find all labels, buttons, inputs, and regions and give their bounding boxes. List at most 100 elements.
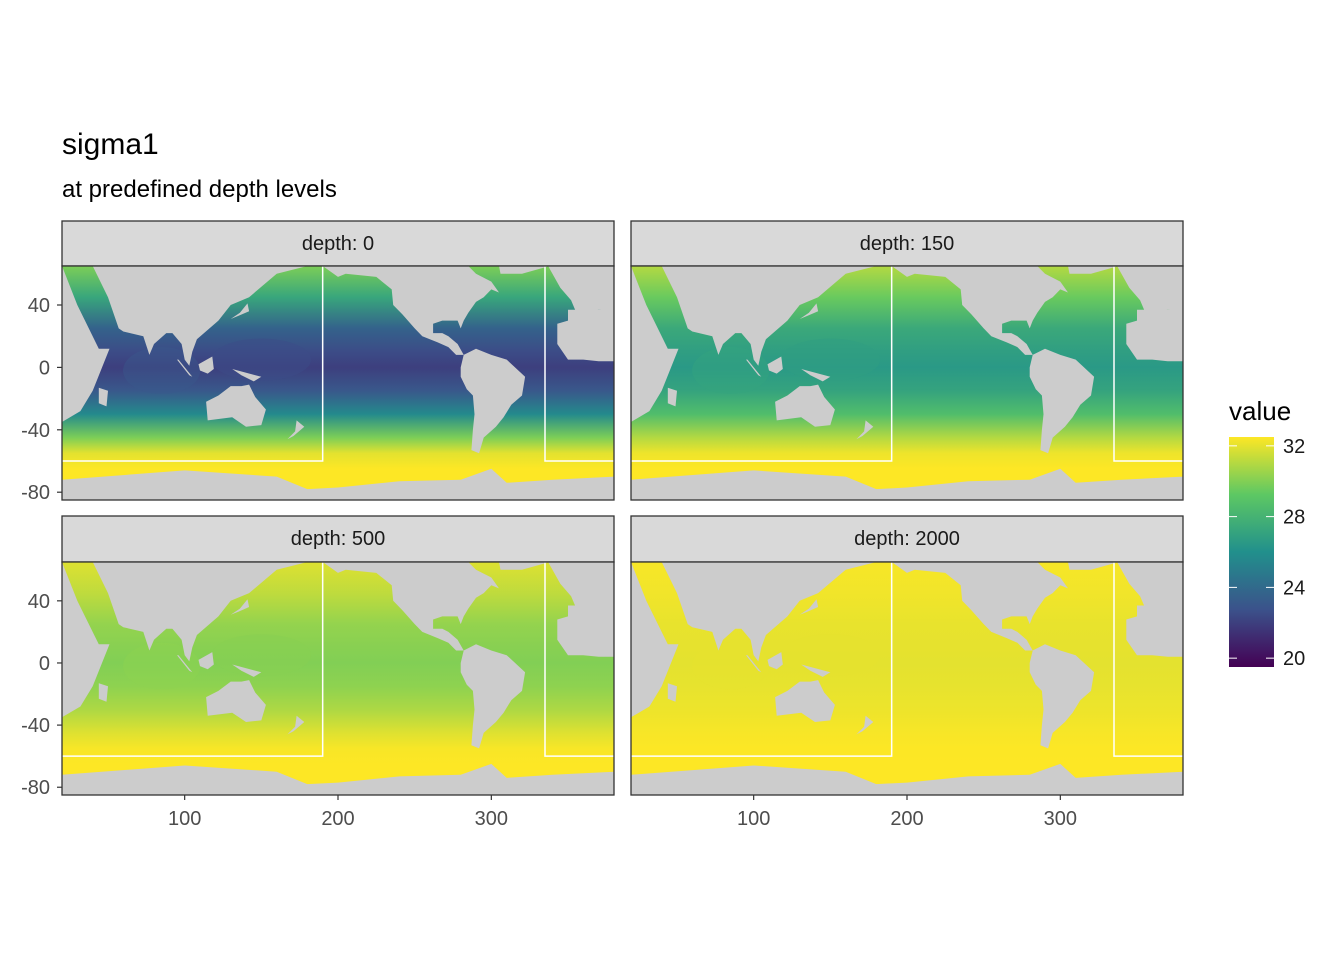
land-mass xyxy=(198,356,214,374)
land-mass xyxy=(1126,309,1183,362)
region-outline-left xyxy=(631,266,893,462)
y-tick-label: 0 xyxy=(39,357,50,379)
land-mass xyxy=(631,266,679,422)
land-mass xyxy=(799,599,819,615)
facet-strip-label: depth: 2000 xyxy=(854,528,960,550)
map-area xyxy=(62,266,614,500)
land-mass xyxy=(499,266,550,274)
x-tick-label: 200 xyxy=(890,808,923,830)
legend-tick-label: 28 xyxy=(1283,507,1305,529)
land-mass xyxy=(232,664,262,677)
land-mass xyxy=(667,683,677,702)
y-tick-label: 40 xyxy=(28,591,50,613)
land-mass xyxy=(98,683,108,702)
pool-west-pacific xyxy=(211,338,312,381)
land-mass xyxy=(856,715,874,735)
facet-strip xyxy=(630,220,1184,267)
land-mass xyxy=(69,266,308,366)
facet-panel: depth: 500 40 0 -40 -80 100 200 300 xyxy=(21,515,615,830)
panel-border xyxy=(61,265,615,501)
land-mass xyxy=(631,468,1183,500)
pool-west-pacific xyxy=(211,634,312,677)
land-mass xyxy=(631,562,679,718)
land-mass xyxy=(557,605,614,657)
pool-indian xyxy=(123,642,201,690)
x-tick-label: 100 xyxy=(168,808,201,830)
region-outline-right xyxy=(1113,562,1183,757)
legend-title: value xyxy=(1229,396,1291,426)
y-tick-label: 40 xyxy=(28,295,50,317)
region-outline-right xyxy=(544,562,614,757)
land-mass xyxy=(287,420,305,440)
land-mass xyxy=(767,356,783,374)
land-mass xyxy=(62,468,614,500)
land-mass xyxy=(230,599,250,615)
land-mass xyxy=(1068,562,1119,570)
map-area xyxy=(631,562,1183,795)
x-tick-label: 300 xyxy=(1044,808,1077,830)
y-tick-label: -80 xyxy=(21,777,50,799)
land-mass xyxy=(1126,605,1183,657)
land-mass xyxy=(799,303,819,319)
land-mass xyxy=(667,387,677,407)
land-mass xyxy=(1068,266,1119,274)
color-legend: value 32 28 24 20 xyxy=(1229,396,1305,670)
legend-tick-label: 32 xyxy=(1283,436,1305,458)
facet-panel: depth: 150 xyxy=(630,220,1184,501)
land-mass xyxy=(98,387,108,407)
region-outline-right xyxy=(1113,266,1183,462)
land-mass xyxy=(891,562,1068,651)
land-mass xyxy=(801,369,831,382)
plot-title: sigma1 xyxy=(62,128,159,161)
x-tick-label: 200 xyxy=(321,808,354,830)
land-mass xyxy=(631,763,1183,795)
plot-subtitle: at predefined depth levels xyxy=(62,176,337,203)
land-mass xyxy=(1029,348,1095,454)
land-mass xyxy=(62,763,614,795)
land-mass xyxy=(775,680,835,722)
land-mass xyxy=(460,644,526,749)
land-mass xyxy=(322,562,499,651)
land-mass xyxy=(206,384,266,427)
land-mass xyxy=(856,420,874,440)
y-tick-label: -40 xyxy=(21,715,50,737)
land-mass xyxy=(557,309,614,362)
land-mass xyxy=(177,359,193,377)
panel-border xyxy=(630,265,1184,501)
land-mass xyxy=(62,562,110,718)
land-mass xyxy=(548,562,614,609)
land-mass xyxy=(1117,562,1183,609)
land-mass xyxy=(891,266,1068,355)
land-mass xyxy=(69,562,308,662)
land-mass xyxy=(548,266,614,313)
x-tick-label: 300 xyxy=(475,808,508,830)
facet-strip-label: depth: 500 xyxy=(291,528,386,550)
land-mass xyxy=(206,680,266,722)
y-tick-label: -40 xyxy=(21,420,50,442)
facet-strip xyxy=(61,220,615,267)
region-outline-right xyxy=(544,266,614,462)
pool-indian xyxy=(692,642,770,690)
land-mass xyxy=(1117,266,1183,313)
legend-tick-label: 24 xyxy=(1283,577,1305,599)
land-mass xyxy=(322,266,499,355)
land-mass xyxy=(746,655,762,673)
land-mass xyxy=(775,384,835,427)
land-mass xyxy=(801,664,831,677)
pool-indian xyxy=(123,347,201,394)
region-outline-left xyxy=(62,562,324,757)
facet-strip-label: depth: 0 xyxy=(302,233,374,255)
region-outline-left xyxy=(631,562,893,757)
legend-colorbar xyxy=(1229,437,1274,667)
land-mass xyxy=(230,303,250,319)
pool-west-pacific xyxy=(780,338,881,381)
land-mass xyxy=(638,266,877,366)
x-tick-label: 100 xyxy=(737,808,770,830)
y-tick-label: -80 xyxy=(21,482,50,504)
y-tick-label: 0 xyxy=(39,653,50,675)
land-mass xyxy=(232,369,262,382)
land-mass xyxy=(198,652,214,670)
map-area xyxy=(631,266,1183,500)
land-mass xyxy=(499,562,550,570)
